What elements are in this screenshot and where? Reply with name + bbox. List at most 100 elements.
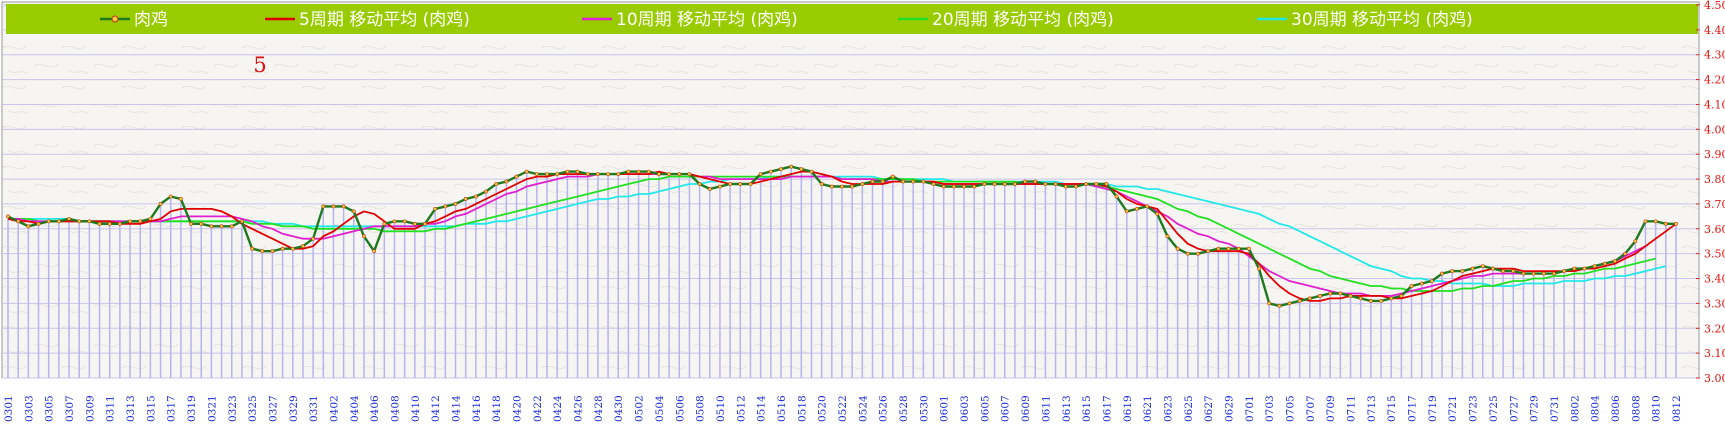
data-point — [270, 249, 275, 254]
data-point — [412, 221, 417, 226]
data-point — [280, 246, 285, 251]
y-tick-label: 3.60 — [1704, 223, 1725, 236]
data-point — [484, 189, 488, 194]
data-point — [1053, 182, 1058, 186]
data-point — [1562, 269, 1567, 273]
x-tick-label: 0627 — [1203, 395, 1215, 422]
legend: 肉鸡 5周期 移动平均 (肉鸡) 10周期 移动平均 (肉鸡) 20周期 移动平均 (… — [100, 10, 1473, 30]
data-point — [240, 219, 244, 224]
data-point — [657, 172, 661, 176]
y-tick-label: 3.10 — [1704, 347, 1725, 360]
data-point — [850, 184, 855, 189]
data-point — [880, 179, 885, 184]
x-tick-label: 0422 — [532, 395, 544, 422]
data-point — [1155, 211, 1160, 216]
data-point — [951, 184, 956, 189]
data-point — [972, 184, 977, 189]
data-point — [1379, 299, 1383, 303]
data-point — [789, 164, 794, 169]
x-tick-label: 0319 — [186, 395, 198, 422]
data-point — [962, 184, 966, 189]
data-point — [1663, 221, 1668, 226]
x-tick-label: 0713 — [1366, 395, 1378, 422]
data-point — [545, 172, 549, 176]
data-point — [728, 182, 733, 186]
data-point — [107, 221, 112, 226]
data-point — [1440, 271, 1444, 276]
y-tick-label: 4.50 — [1704, 0, 1725, 12]
data-point — [840, 184, 844, 189]
x-tick-label: 0625 — [1183, 395, 1195, 422]
x-tick-label: 0329 — [288, 395, 300, 422]
x-tick-label: 0412 — [430, 395, 442, 422]
data-point — [250, 246, 254, 251]
x-tick-label: 0804 — [1590, 395, 1602, 422]
x-tick-label: 0613 — [1061, 395, 1073, 422]
data-point — [1430, 279, 1434, 283]
x-tick-label: 0327 — [267, 395, 279, 422]
data-point — [392, 219, 397, 224]
x-tick-label: 0416 — [471, 395, 483, 422]
x-tick-label: 0611 — [1040, 395, 1052, 422]
data-point — [321, 204, 326, 209]
x-tick-label: 0601 — [939, 395, 951, 422]
x-tick-label: 0522 — [837, 395, 849, 422]
series-markers — [6, 164, 1678, 308]
data-point — [687, 172, 692, 176]
data-point — [524, 169, 529, 174]
data-point — [372, 249, 377, 254]
x-tick-label: 0311 — [105, 395, 117, 422]
data-point — [97, 221, 102, 226]
x-tick-label: 0530 — [918, 395, 930, 422]
data-point — [758, 172, 763, 176]
data-point — [229, 224, 234, 229]
x-tick-label: 0615 — [1081, 395, 1093, 422]
data-point — [982, 182, 987, 186]
x-tick-label: 0309 — [84, 395, 96, 422]
x-tick-label: 0705 — [1285, 395, 1297, 422]
data-point — [992, 182, 997, 186]
data-point — [1409, 284, 1414, 288]
data-point — [1552, 271, 1556, 276]
x-tick-label: 0315 — [145, 395, 157, 422]
y-tick-label: 4.20 — [1704, 74, 1725, 87]
data-point — [575, 169, 580, 174]
data-point — [809, 169, 814, 174]
data-point — [1613, 259, 1617, 264]
data-point — [56, 219, 61, 224]
data-point — [870, 179, 875, 184]
data-point — [941, 184, 946, 189]
data-point — [1043, 182, 1048, 186]
x-tick-label: 0408 — [389, 395, 401, 422]
data-point — [1592, 264, 1597, 269]
x-tick-label: 0307 — [64, 395, 76, 422]
data-point — [362, 234, 366, 239]
data-point — [1206, 249, 1211, 254]
data-point — [1399, 294, 1404, 298]
x-tick-label: 0430 — [613, 395, 625, 422]
data-point — [301, 244, 305, 249]
data-point — [463, 197, 468, 201]
y-tick-label: 4.00 — [1704, 123, 1725, 136]
x-tick-label: 0520 — [817, 395, 829, 422]
data-point — [26, 224, 31, 229]
data-point — [179, 197, 183, 201]
chart-annotation: 5 — [253, 53, 266, 77]
data-point — [707, 187, 712, 191]
x-tick-label: 0603 — [959, 395, 971, 422]
data-point — [1653, 219, 1658, 224]
x-tick-label: 0725 — [1488, 395, 1500, 422]
legend-label: 肉鸡 — [134, 10, 168, 30]
x-tick-label: 0806 — [1610, 395, 1622, 422]
x-tick-label: 0802 — [1569, 395, 1581, 422]
data-point — [1236, 246, 1241, 251]
y-tick-label: 3.90 — [1704, 148, 1725, 161]
data-point — [1480, 264, 1485, 269]
x-tick-label: 0428 — [593, 395, 605, 422]
data-point — [585, 172, 590, 176]
data-point — [646, 169, 651, 174]
data-point — [1572, 266, 1577, 271]
data-point — [890, 174, 895, 179]
data-point — [1338, 291, 1343, 296]
